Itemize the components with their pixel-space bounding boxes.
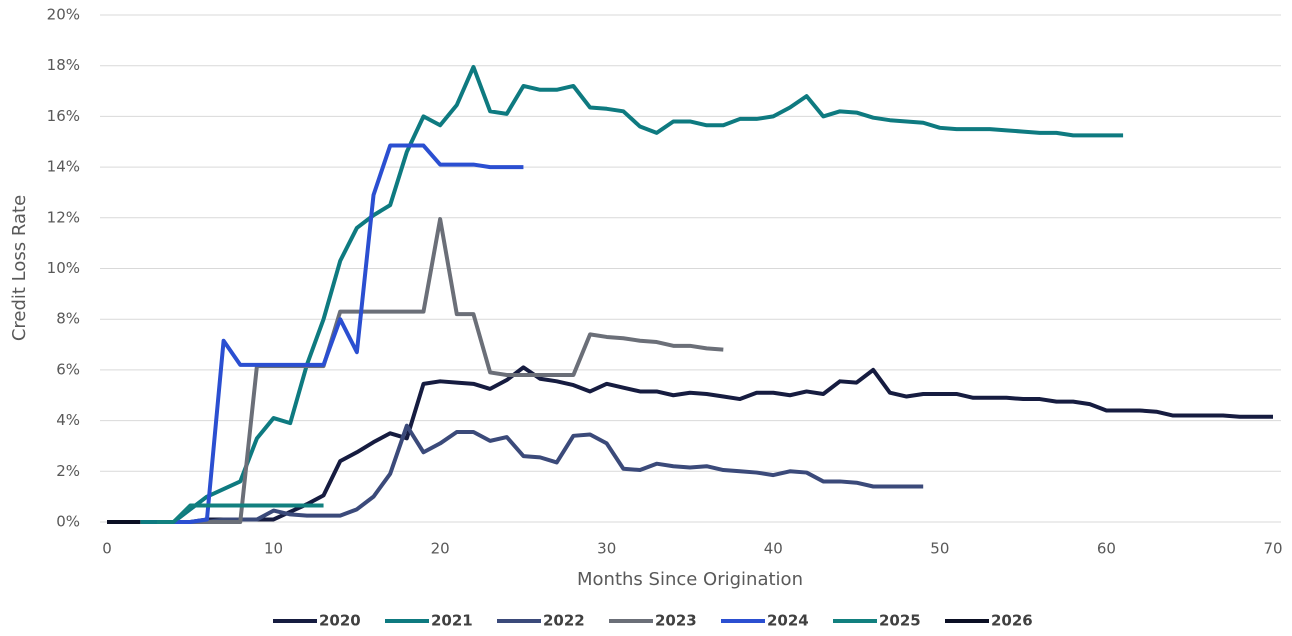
series-line (156, 365, 1273, 524)
y-tick-label: 10% (47, 259, 80, 277)
x-tick-label: 50 (930, 540, 949, 558)
series-line (140, 64, 1124, 524)
series-line (173, 143, 524, 524)
y-tick-label: 6% (56, 360, 80, 378)
y-tick-label: 0% (56, 513, 80, 531)
y-tick-label: 2% (56, 462, 80, 480)
x-tick-label: 10 (264, 540, 283, 558)
legend-label: 2025 (879, 612, 921, 630)
series-line (190, 217, 724, 524)
y-axis-label: Credit Loss Rate (9, 195, 30, 341)
legend-label: 2024 (767, 612, 809, 630)
legend-label: 2026 (991, 612, 1033, 630)
y-tick-label: 16% (47, 107, 80, 125)
x-tick-label: 20 (431, 540, 450, 558)
y-tick-label: 12% (47, 208, 80, 226)
series-line (173, 423, 924, 524)
x-axis-label: Months Since Origination (577, 569, 803, 590)
x-tick-label: 40 (764, 540, 783, 558)
x-tick-label: 60 (1097, 540, 1116, 558)
legend-label: 2022 (543, 612, 585, 630)
legend-label: 2020 (319, 612, 361, 630)
y-tick-label: 8% (56, 310, 80, 328)
series-line (156, 503, 324, 524)
y-tick-label: 14% (47, 158, 80, 176)
legend-label: 2023 (655, 612, 697, 630)
y-tick-label: 20% (47, 6, 80, 24)
x-tick-label: 70 (1263, 540, 1282, 558)
x-tick-label: 0 (102, 540, 112, 558)
legend-label: 2021 (431, 612, 473, 630)
y-tick-label: 18% (47, 56, 80, 74)
y-tick-label: 4% (56, 411, 80, 429)
x-tick-label: 30 (597, 540, 616, 558)
